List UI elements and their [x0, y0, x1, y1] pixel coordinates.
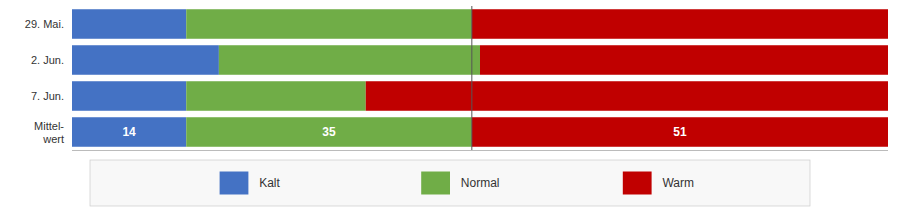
y-tick-label: 29. Mai. — [25, 18, 64, 30]
bar-segment — [366, 81, 888, 111]
bar-segment — [72, 81, 186, 111]
bar-segment — [480, 45, 888, 75]
legend-box — [90, 160, 810, 206]
legend-label: Normal — [461, 176, 500, 190]
legend-swatch — [623, 172, 652, 195]
y-tick-label: 2. Jun. — [31, 54, 64, 66]
reference-line — [471, 6, 472, 150]
bar-segment — [186, 9, 472, 39]
data-label: 14 — [122, 125, 136, 139]
legend-swatch — [220, 172, 249, 195]
bar-segment — [219, 45, 480, 75]
bar-segment — [72, 45, 219, 75]
legend-label: Warm — [662, 176, 694, 190]
data-label: 51 — [673, 125, 687, 139]
bar-segment — [472, 117, 888, 147]
y-tick-label: 7. Jun. — [31, 90, 64, 102]
data-label: 35 — [322, 125, 336, 139]
bar-segment — [72, 117, 186, 147]
data-labels: 14 35 51 — [122, 125, 686, 139]
bar-segment — [72, 9, 186, 39]
legend-swatch — [421, 172, 450, 195]
legend: Kalt Normal Warm — [90, 160, 810, 206]
bar-segment — [472, 9, 888, 39]
chart: 14 35 51 29. Mai. 2. Jun. 7. Jun. Mittel-wert K… — [0, 0, 900, 212]
legend-label: Kalt — [259, 176, 280, 190]
bar-segment — [186, 81, 366, 111]
x-axis-line — [72, 150, 888, 151]
bar-segment — [186, 117, 472, 147]
y-tick-label: Mittel-wert — [34, 120, 64, 145]
bars — [72, 9, 888, 147]
